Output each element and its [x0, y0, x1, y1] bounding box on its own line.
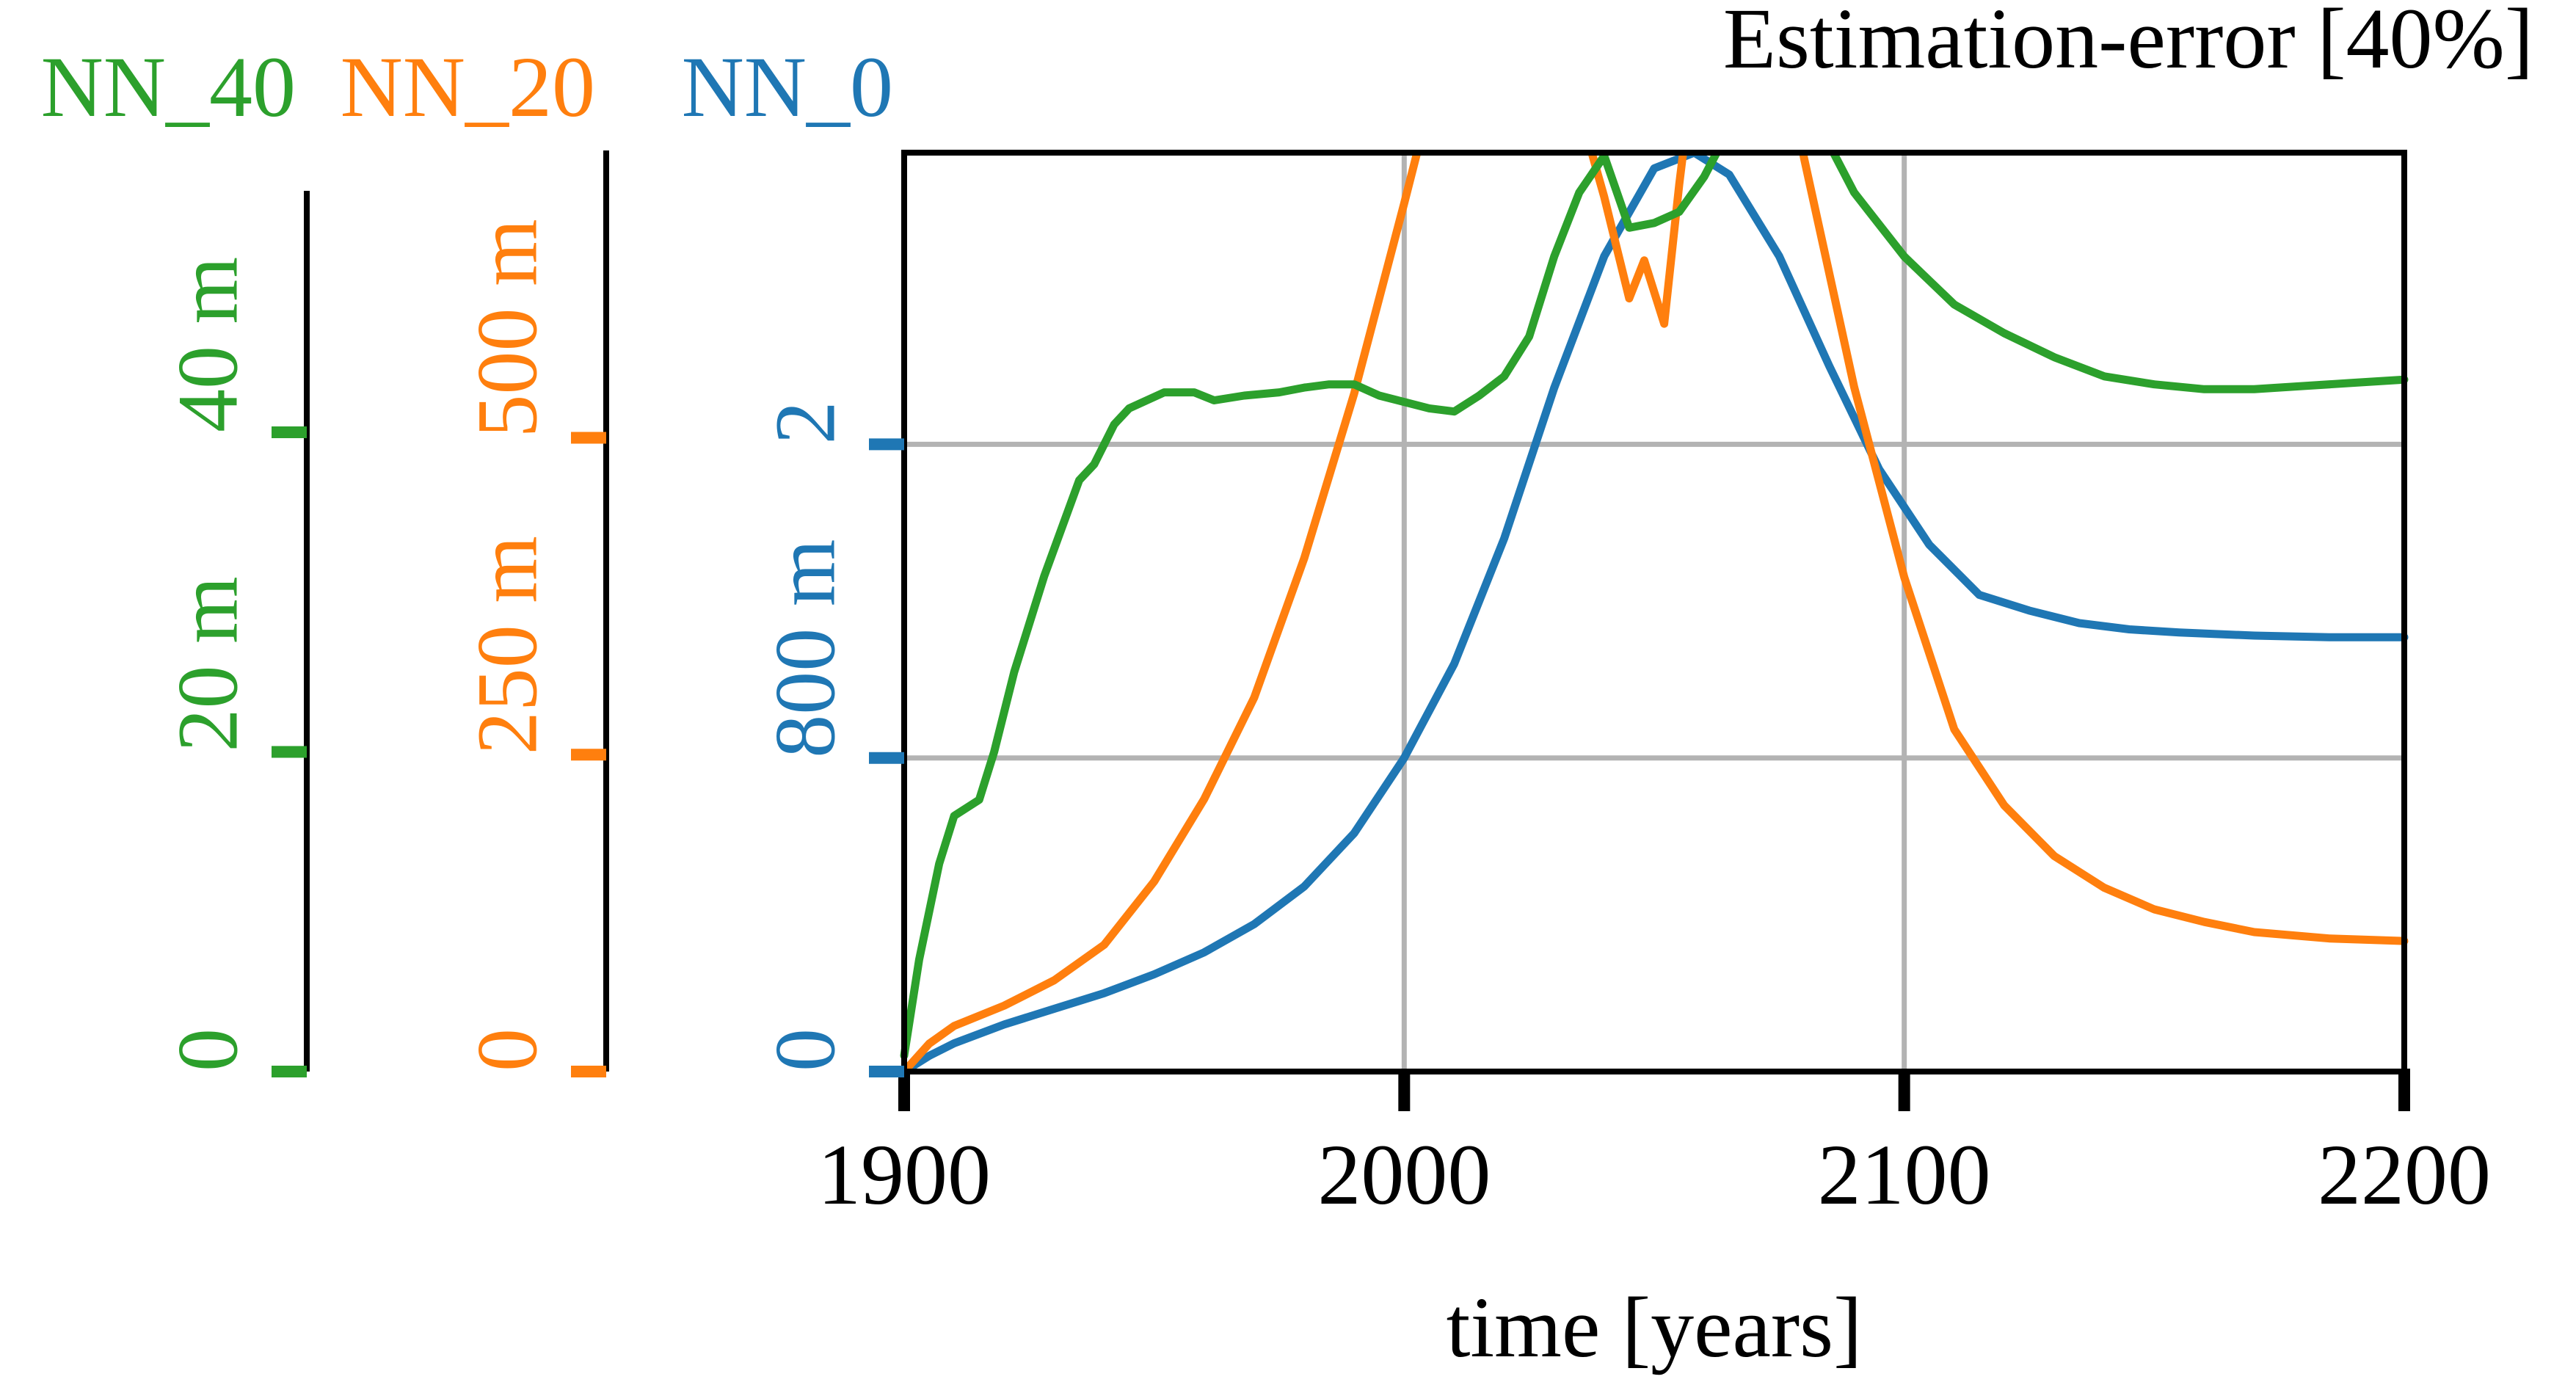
y-tick-label: 0 — [459, 1028, 556, 1072]
y-tick-label: 250 m — [459, 536, 556, 754]
y-axis-nn-0: NN_0 0 800 m 2 — [682, 39, 904, 1077]
y-tick-label: 0 — [160, 1028, 256, 1072]
y-tick-label: 500 m — [459, 219, 556, 437]
x-tick-label: 2100 — [1818, 1127, 1991, 1223]
series-layer — [900, 153, 2409, 1072]
series-line-nn-0 — [900, 153, 2409, 1072]
series-line-nn-40 — [900, 153, 2409, 1060]
series-line-nn-20 — [900, 153, 2409, 1072]
y-axis-nn-40: NN_40 0 20 m 40 m — [41, 39, 310, 1077]
y-axis-title: NN_40 — [41, 39, 296, 135]
plot-frame — [901, 150, 2407, 1074]
y-tick-label: 2 — [757, 401, 854, 444]
x-tick-label: 2200 — [2318, 1127, 2491, 1223]
chart-title: Estimation-error [40%] — [1723, 0, 2533, 87]
y-tick-label: 0 — [757, 1028, 854, 1072]
y-tick-label: 20 m — [160, 576, 256, 752]
x-axis-label: time [years] — [1447, 1279, 1863, 1375]
y-axis-title: NN_20 — [341, 39, 595, 135]
y-axis-nn-20: NN_20 0 250 m 500 m — [341, 39, 609, 1077]
x-tick-label: 2000 — [1317, 1127, 1491, 1223]
x-tick-label: 1900 — [818, 1127, 991, 1223]
y-tick-label: 40 m — [160, 257, 256, 432]
y-tick-label: 800 m — [757, 539, 854, 757]
y-axes: NN_40 0 20 m 40 m NN_20 0 250 m 500 m NN_0 0 800 m… — [41, 39, 904, 1077]
y-axis-title: NN_0 — [682, 39, 893, 135]
x-axis: 1900 2000 2100 2200 — [818, 1069, 2491, 1223]
